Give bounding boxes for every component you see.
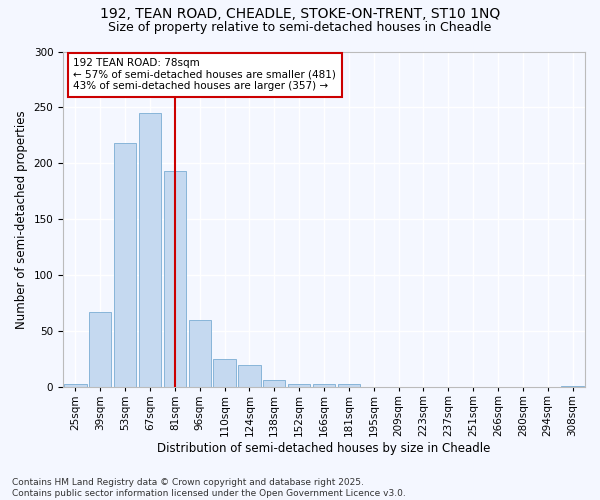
Text: Contains HM Land Registry data © Crown copyright and database right 2025.
Contai: Contains HM Land Registry data © Crown c…: [12, 478, 406, 498]
Bar: [313, 384, 335, 388]
Y-axis label: Number of semi-detached properties: Number of semi-detached properties: [15, 110, 28, 329]
Bar: [114, 144, 136, 388]
Bar: [562, 386, 584, 388]
Bar: [139, 113, 161, 388]
Bar: [164, 172, 186, 388]
Bar: [263, 380, 286, 388]
Bar: [288, 384, 310, 388]
Bar: [64, 384, 86, 388]
Text: 192 TEAN ROAD: 78sqm
← 57% of semi-detached houses are smaller (481)
43% of semi: 192 TEAN ROAD: 78sqm ← 57% of semi-detac…: [73, 58, 337, 92]
Text: Size of property relative to semi-detached houses in Cheadle: Size of property relative to semi-detach…: [109, 21, 491, 34]
Bar: [338, 384, 360, 388]
Bar: [188, 320, 211, 388]
X-axis label: Distribution of semi-detached houses by size in Cheadle: Distribution of semi-detached houses by …: [157, 442, 491, 455]
Bar: [89, 312, 112, 388]
Bar: [214, 360, 236, 388]
Text: 192, TEAN ROAD, CHEADLE, STOKE-ON-TRENT, ST10 1NQ: 192, TEAN ROAD, CHEADLE, STOKE-ON-TRENT,…: [100, 8, 500, 22]
Bar: [238, 365, 260, 388]
